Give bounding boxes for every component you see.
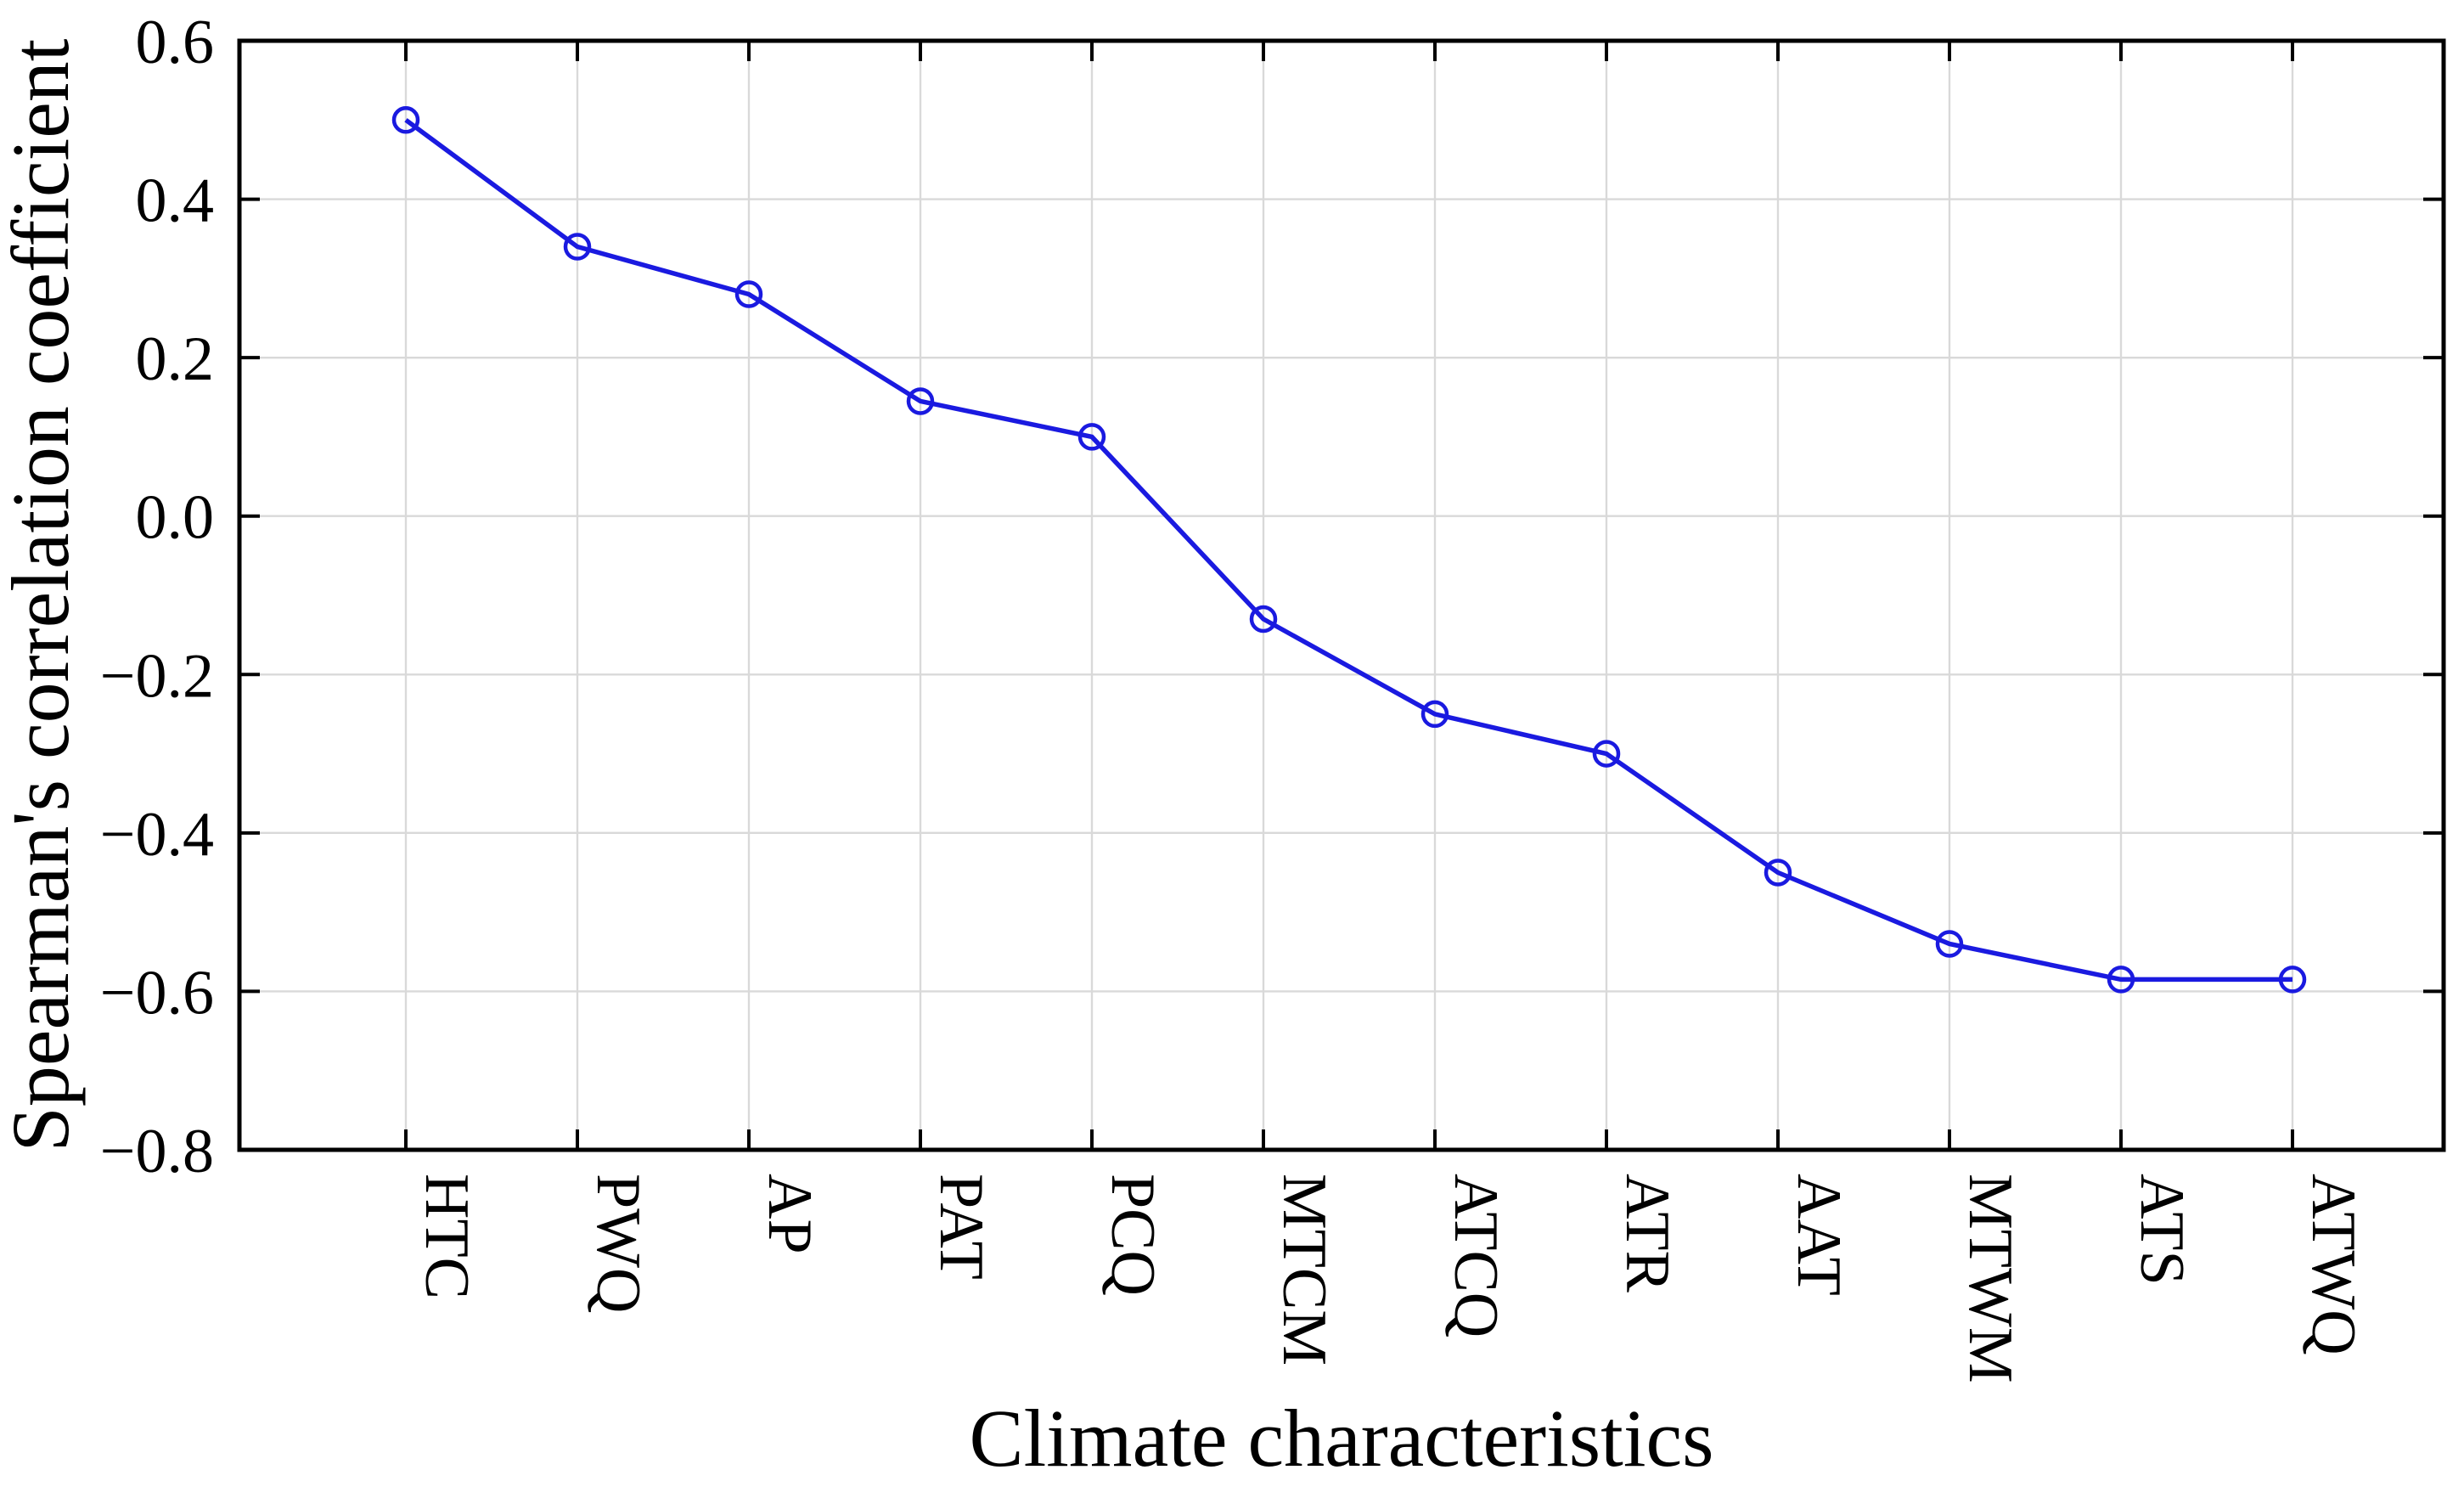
x-tick-labels: HTC PWQ AP PAT PCQ MTCM ATCQ ATR AAT MTWM ATS ATWQ bbox=[412, 1174, 2368, 1383]
y-tick-label-0.6: 0.6 bbox=[136, 8, 215, 77]
y-tick-label-0.0: 0.0 bbox=[136, 483, 215, 553]
y-tick-label-−0.8: −0.8 bbox=[100, 1117, 214, 1186]
axis-ticks bbox=[241, 39, 2442, 1152]
x-tick-label-ATS: ATS bbox=[2127, 1174, 2197, 1286]
y-tick-label-−0.6: −0.6 bbox=[100, 958, 214, 1028]
x-tick-label-AP: AP bbox=[755, 1174, 824, 1254]
marker-ATS bbox=[2107, 966, 2135, 994]
marker-ATCQ bbox=[1420, 700, 1449, 729]
x-tick-label-AAT: AAT bbox=[1784, 1174, 1854, 1296]
marker-ATWQ bbox=[2278, 966, 2307, 994]
y-axis-title: Spearman's correlation coefficient bbox=[0, 38, 86, 1152]
marker-MTCM bbox=[1249, 605, 1278, 634]
x-axis-title: Climate characteristics bbox=[970, 1393, 1714, 1484]
x-tick-label-PCQ: PCQ bbox=[1098, 1174, 1167, 1296]
gridlines bbox=[239, 41, 2444, 1150]
y-tick-label-−0.2: −0.2 bbox=[100, 641, 214, 711]
y-tick-label-−0.4: −0.4 bbox=[100, 800, 214, 870]
x-tick-label-ATR: ATR bbox=[1612, 1174, 1682, 1292]
x-tick-label-HTC: HTC bbox=[412, 1174, 481, 1299]
x-tick-label-MTCM: MTCM bbox=[1269, 1174, 1339, 1366]
x-tick-label-PAT: PAT bbox=[926, 1174, 996, 1280]
marker-PCQ bbox=[1077, 423, 1106, 451]
x-tick-label-MTWM: MTWM bbox=[1955, 1174, 2025, 1383]
y-tick-label-0.4: 0.4 bbox=[136, 166, 215, 236]
plot-frame bbox=[237, 38, 2446, 1152]
marker-AAT bbox=[1764, 859, 1792, 887]
marker-ATR bbox=[1592, 740, 1621, 768]
marker-AP bbox=[734, 280, 763, 308]
y-tick-label-0.2: 0.2 bbox=[136, 324, 215, 394]
y-tick-labels: 0.6 0.4 0.2 0.0 −0.2 −0.4 −0.6 −0.8 bbox=[100, 8, 214, 1186]
x-tick-label-ATWQ: ATWQ bbox=[2298, 1174, 2368, 1355]
x-tick-label-ATCQ: ATCQ bbox=[1441, 1174, 1510, 1338]
marker-PAT bbox=[906, 387, 935, 415]
x-tick-label-PWQ: PWQ bbox=[583, 1174, 653, 1313]
series-line-Spearman's correlation coefficient bbox=[404, 118, 2292, 983]
marker-PWQ bbox=[563, 233, 592, 261]
marker-HTC bbox=[391, 106, 420, 134]
data-series bbox=[391, 106, 2307, 994]
marker-MTWM bbox=[1935, 930, 1964, 958]
